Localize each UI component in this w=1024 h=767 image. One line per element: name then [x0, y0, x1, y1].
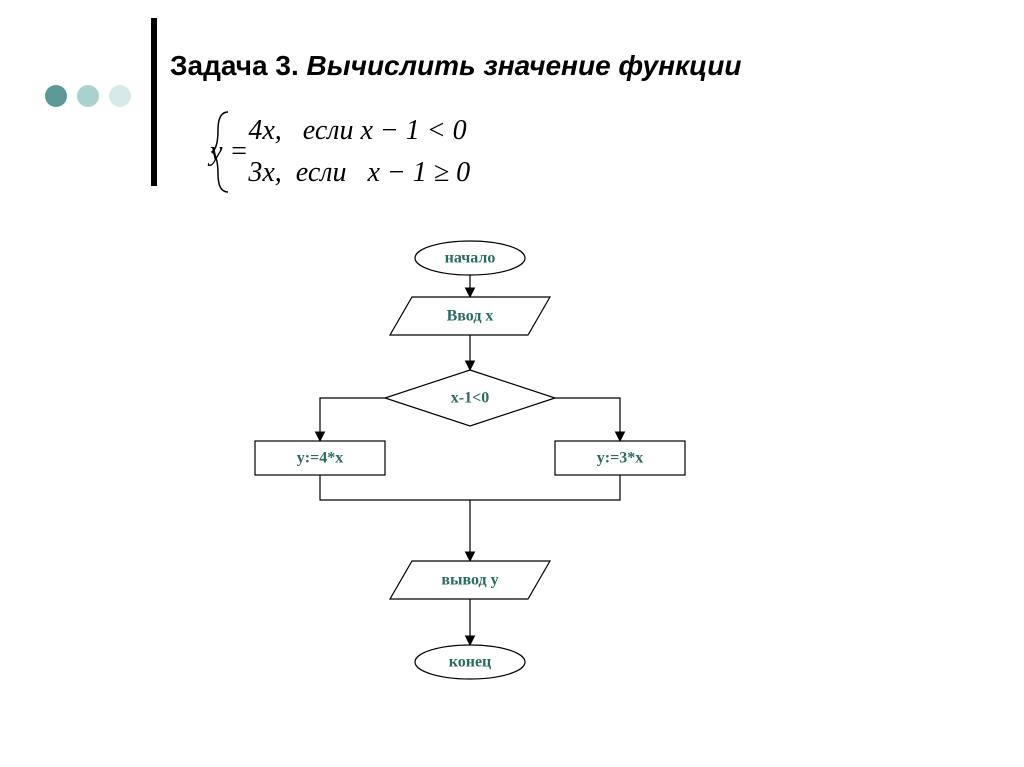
svg-text:x-1<0: x-1<0	[451, 390, 489, 407]
svg-text:y:=4*x: y:=4*x	[297, 450, 343, 467]
svg-text:y:=3*x: y:=3*x	[597, 450, 643, 467]
flowchart: начало Ввод x x-1<0 y:=4*x y:=3*x вывод y коне…	[0, 0, 1024, 767]
svg-text:конец: конец	[449, 654, 492, 671]
svg-text:начало: начало	[445, 250, 496, 267]
svg-text:Ввод x: Ввод x	[447, 308, 494, 325]
svg-text:вывод y: вывод y	[441, 572, 498, 589]
